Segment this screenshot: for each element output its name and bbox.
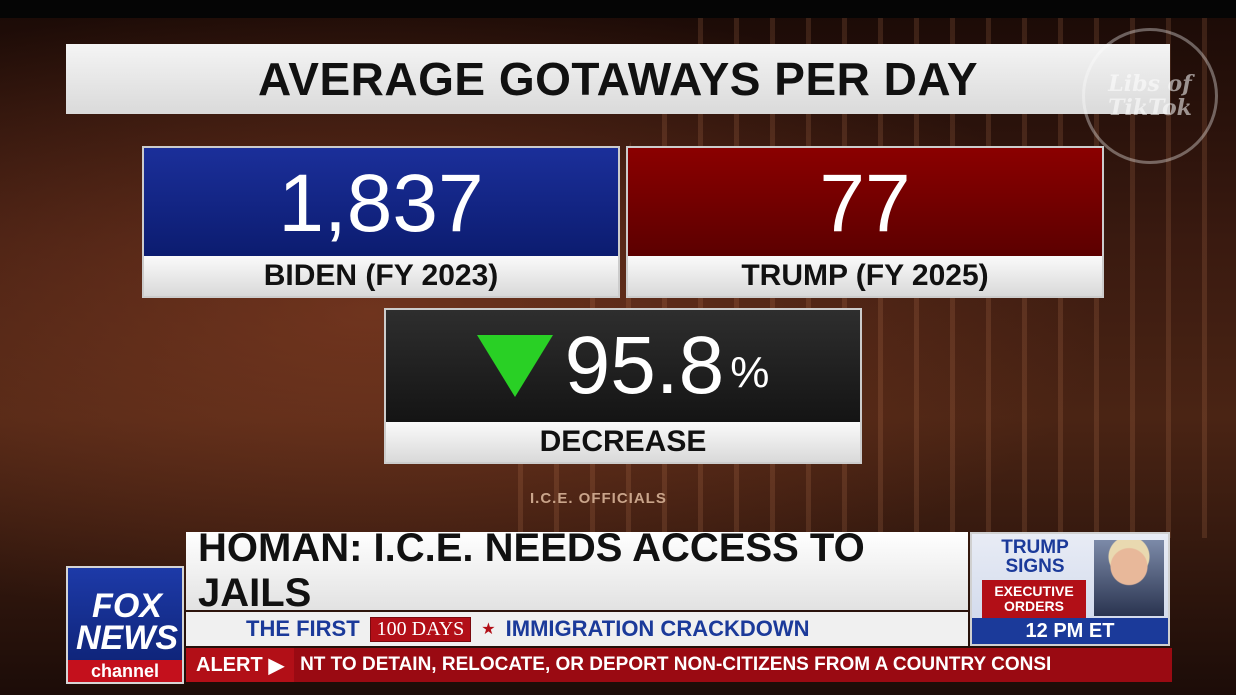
star-icon: ★ [481, 621, 496, 638]
logo-channel: channel [68, 660, 182, 682]
watermark-logo: Libs of TikTok [1082, 28, 1218, 164]
graphic-title-bar: AVERAGE GOTAWAYS PER DAY [66, 44, 1170, 114]
biden-label: BIDEN (FY 2023) [144, 256, 618, 296]
promo-badge-line2: ORDERS [1004, 598, 1064, 614]
decrease-label: DECREASE [386, 422, 860, 462]
ticker-text: NT TO DETAIN, RELOCATE, OR DEPORT NON-CI… [300, 654, 1052, 675]
play-arrow-icon: ▶ [268, 654, 285, 677]
promo-portrait [1094, 540, 1164, 616]
trump-value: 77 [628, 148, 1102, 260]
fox-news-logo: FOX NEWS channel [66, 566, 184, 684]
trump-label: TRUMP (FY 2025) [628, 256, 1102, 296]
promo-line1: TRUMP [1001, 537, 1069, 558]
percent-sign: % [730, 348, 770, 397]
biden-value: 1,837 [144, 148, 618, 260]
promo-badge-line1: EXECUTIVE [994, 582, 1074, 599]
graphic-title: AVERAGE GOTAWAYS PER DAY [257, 53, 979, 105]
trump-stat-card: 77 TRUMP (FY 2025) [626, 146, 1104, 298]
hundred-days-badge: 100 DAYS [369, 616, 472, 642]
down-triangle-icon [476, 335, 553, 397]
subline-prefix: THE FIRST [246, 616, 360, 641]
decrease-value-row: 95.8 % [386, 310, 860, 422]
decrease-stat-card: 95.8 % DECREASE [384, 308, 862, 464]
chyron-subline: THE FIRST 100 DAYS ★ IMMIGRATION CRACKDO… [186, 612, 968, 646]
decrease-value: 95.8 [564, 320, 725, 411]
chyron-headline: HOMAN: I.C.E. NEEDS ACCESS TO JAILS [198, 526, 865, 615]
logo-fox: FOX [92, 587, 162, 625]
promo-time: 12 PM ET [972, 618, 1168, 644]
biden-stat-card: 1,837 BIDEN (FY 2023) [142, 146, 620, 298]
chyron-headline-bar: HOMAN: I.C.E. NEEDS ACCESS TO JAILS [186, 526, 968, 615]
source-credit: I.C.E. OFFICIALS [530, 490, 667, 507]
promo-line2: SIGNS [1005, 556, 1065, 577]
promo-badge: EXECUTIVE ORDERS [982, 580, 1086, 618]
watermark-line2: TikTok [1108, 95, 1192, 121]
alert-badge: ALERT ▶ [186, 648, 295, 682]
letterbox-bar [0, 0, 1236, 18]
logo-news: NEWS [76, 619, 178, 658]
subline-suffix: IMMIGRATION CRACKDOWN [505, 616, 810, 641]
promo-box: TRUMP SIGNS EXECUTIVE ORDERS 12 PM ET [970, 532, 1170, 646]
news-ticker: ALERT ▶ NT TO DETAIN, RELOCATE, OR DEPOR… [186, 648, 1172, 682]
watermark-line1: Libs of [1108, 70, 1192, 97]
alert-label: ALERT [196, 653, 263, 676]
